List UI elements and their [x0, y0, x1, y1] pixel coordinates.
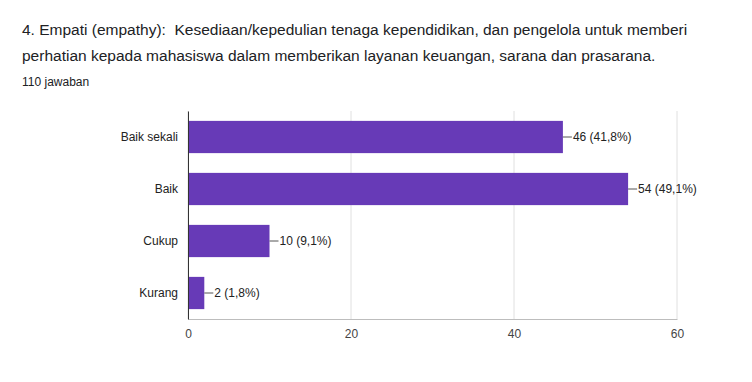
x-tick: 40	[508, 319, 522, 341]
x-tick-label: 60	[671, 327, 685, 341]
data-label: 10 (9,1%)	[280, 234, 332, 248]
y-tick-label: Baik sekali	[121, 130, 178, 144]
data-label: 2 (1,8%)	[214, 286, 259, 300]
y-tick: Kurang	[139, 286, 188, 300]
data-labels: 46 (41,8%) 54 (49,1%) 10 (9,1%) 2 (1,8%)	[204, 130, 697, 300]
y-tick-label: Baik	[155, 182, 179, 196]
x-axis-line	[189, 319, 678, 320]
grid	[188, 111, 677, 319]
x-tick: 0	[185, 319, 192, 341]
x-tick-label: 40	[508, 327, 522, 341]
y-tick: Baik	[155, 182, 188, 196]
label-leader	[204, 293, 213, 294]
chart: 4. Empati (empathy): Kesediaan/kepedulia…	[0, 0, 752, 382]
subtitle: 110 jawaban	[22, 75, 89, 89]
label-leader	[270, 241, 279, 242]
label-leader	[628, 189, 637, 190]
x-axis: 0 20 40 60	[185, 319, 684, 341]
data-label: 46 (41,8%)	[573, 130, 632, 144]
data-label: 54 (49,1%)	[638, 182, 697, 196]
title: 4. Empati (empathy): Kesediaan/kepedulia…	[22, 21, 687, 64]
y-tick: Cukup	[143, 234, 188, 248]
bar	[188, 225, 270, 257]
grid-line	[188, 111, 189, 319]
bars	[188, 121, 628, 309]
plot: 0 20 40 60 Baik sekali Baik Cukup Kurang 46 (41,…	[121, 111, 697, 341]
x-tick: 20	[345, 319, 359, 341]
grid-line	[677, 111, 678, 319]
x-tick-label: 20	[345, 327, 359, 341]
y-tick-label: Kurang	[139, 286, 178, 300]
bar	[188, 121, 563, 153]
y-axis-line	[188, 112, 189, 320]
bar	[188, 277, 204, 309]
x-tick: 60	[671, 319, 685, 341]
label-leader	[563, 137, 572, 138]
y-tick: Baik sekali	[121, 130, 188, 144]
y-tick-label: Cukup	[143, 234, 178, 248]
x-tick-label: 0	[185, 327, 192, 341]
y-axis: Baik sekali Baik Cukup Kurang	[121, 112, 189, 320]
bar	[188, 173, 628, 205]
